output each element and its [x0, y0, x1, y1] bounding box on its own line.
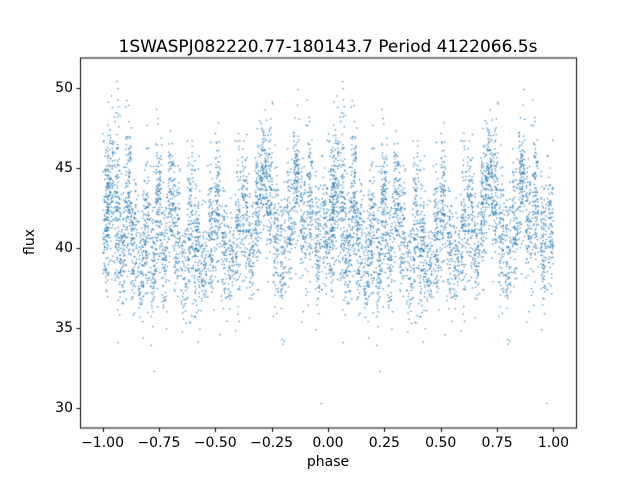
y-tick-label: 40 — [55, 240, 73, 257]
x-tick-label: 0.50 — [425, 434, 457, 451]
x-tick-label: 1.00 — [537, 434, 570, 451]
x-tick-label: −1.00 — [81, 434, 124, 451]
y-tick-label: 45 — [55, 160, 73, 177]
x-tick-label: 0.75 — [481, 434, 513, 451]
x-tick-label: 0.25 — [368, 434, 400, 451]
x-tick-label: 0.00 — [312, 434, 344, 451]
x-axis-label: phase — [306, 454, 350, 470]
chart-title: 1SWASPJ082220.77-180143.7 Period 4122066… — [118, 37, 538, 57]
y-axis-label: flux — [22, 229, 38, 255]
y-tick-label: 50 — [55, 79, 73, 96]
x-tick-label: −0.50 — [193, 434, 237, 451]
y-tick-label: 30 — [55, 400, 73, 417]
x-tick-label: −0.25 — [250, 434, 294, 451]
x-tick-label: −0.75 — [137, 434, 181, 451]
y-tick-label: 35 — [55, 320, 73, 337]
